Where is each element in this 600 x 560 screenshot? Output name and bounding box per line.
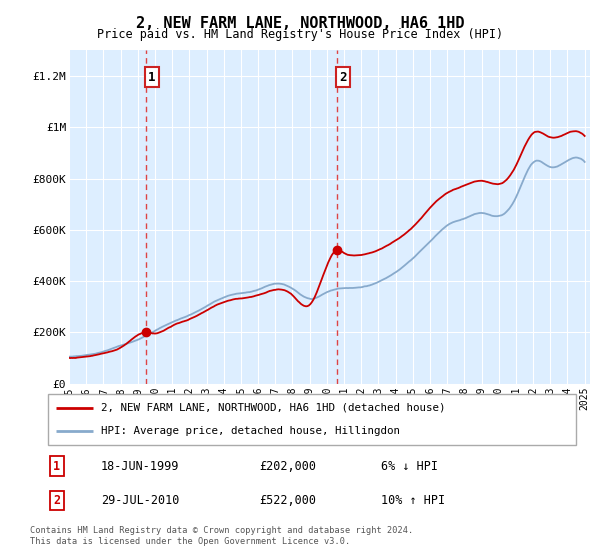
FancyBboxPatch shape — [48, 394, 576, 445]
Text: 10% ↑ HPI: 10% ↑ HPI — [380, 494, 445, 507]
Text: 2: 2 — [53, 494, 61, 507]
Text: 1: 1 — [53, 460, 61, 473]
Text: Contains HM Land Registry data © Crown copyright and database right 2024.
This d: Contains HM Land Registry data © Crown c… — [30, 526, 413, 546]
Text: HPI: Average price, detached house, Hillingdon: HPI: Average price, detached house, Hill… — [101, 426, 400, 436]
Text: Price paid vs. HM Land Registry's House Price Index (HPI): Price paid vs. HM Land Registry's House … — [97, 28, 503, 41]
Text: 29-JUL-2010: 29-JUL-2010 — [101, 494, 179, 507]
Text: 2, NEW FARM LANE, NORTHWOOD, HA6 1HD: 2, NEW FARM LANE, NORTHWOOD, HA6 1HD — [136, 16, 464, 31]
Text: 2: 2 — [339, 71, 347, 83]
Text: 6% ↓ HPI: 6% ↓ HPI — [380, 460, 437, 473]
Text: 2, NEW FARM LANE, NORTHWOOD, HA6 1HD (detached house): 2, NEW FARM LANE, NORTHWOOD, HA6 1HD (de… — [101, 403, 445, 413]
Text: £202,000: £202,000 — [259, 460, 316, 473]
Text: 18-JUN-1999: 18-JUN-1999 — [101, 460, 179, 473]
Text: 1: 1 — [148, 71, 156, 83]
Text: £522,000: £522,000 — [259, 494, 316, 507]
